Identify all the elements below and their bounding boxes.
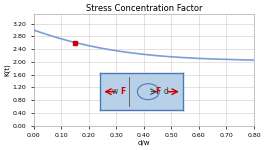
X-axis label: d/w: d/w [138,140,150,146]
Y-axis label: K(t): K(t) [4,63,11,76]
Title: Stress Concentration Factor: Stress Concentration Factor [86,4,202,13]
